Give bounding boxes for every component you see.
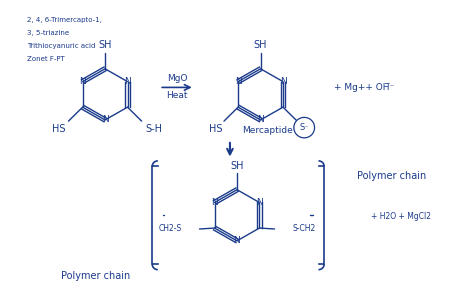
Text: SH: SH — [254, 40, 267, 50]
Text: SH: SH — [230, 160, 244, 170]
Text: N: N — [102, 116, 109, 124]
Text: S⁻: S⁻ — [300, 123, 309, 132]
Text: N: N — [257, 116, 264, 124]
Text: N: N — [280, 77, 286, 86]
Text: 3, 5-triazine: 3, 5-triazine — [27, 30, 69, 36]
Text: Zonet F-PT: Zonet F-PT — [27, 56, 65, 62]
Text: Mercaptide: Mercaptide — [242, 126, 293, 135]
Text: HS: HS — [52, 124, 66, 134]
Text: N: N — [211, 198, 218, 207]
Text: SH: SH — [98, 40, 112, 50]
Text: + H2O + MgCl2: + H2O + MgCl2 — [371, 212, 431, 221]
Text: Polymer chain: Polymer chain — [357, 171, 427, 181]
Text: N: N — [256, 198, 263, 207]
Text: CH2-S: CH2-S — [158, 224, 182, 234]
Text: HS: HS — [209, 124, 222, 134]
Text: 2, 4, 6-Trimercapto-1,: 2, 4, 6-Trimercapto-1, — [27, 17, 102, 23]
Text: + Mg++ OH̅⁻: + Mg++ OH̅⁻ — [334, 83, 394, 92]
Text: N: N — [79, 77, 86, 86]
Text: S-CH2: S-CH2 — [292, 224, 316, 234]
Text: N: N — [124, 77, 131, 86]
Text: Trithiocyanuric acid: Trithiocyanuric acid — [27, 43, 96, 49]
Text: Polymer chain: Polymer chain — [61, 271, 130, 281]
Text: MgO: MgO — [167, 74, 187, 83]
Text: Heat: Heat — [166, 91, 188, 100]
Text: N: N — [235, 77, 241, 86]
Text: S-H: S-H — [145, 124, 162, 134]
Text: N: N — [234, 236, 240, 245]
